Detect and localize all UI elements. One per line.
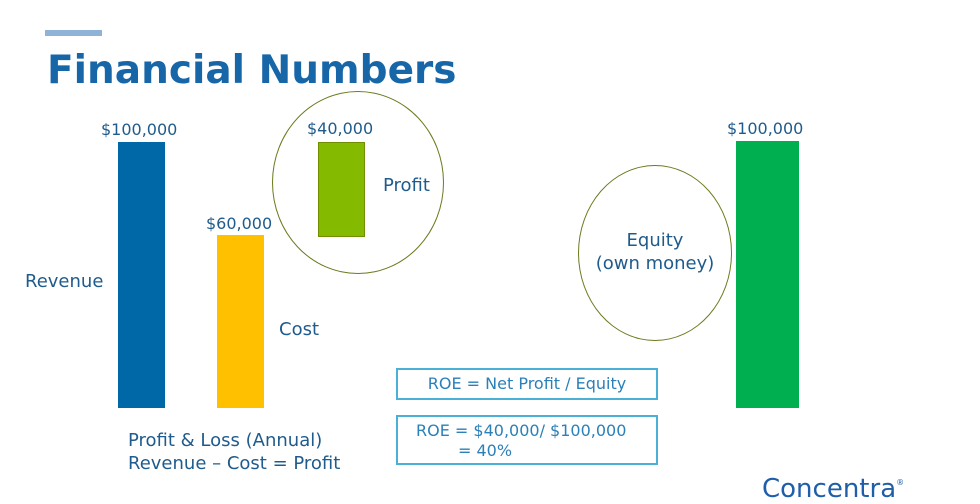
equity-value-label: $100,000 — [727, 119, 804, 138]
profit-highlight-circle — [272, 91, 444, 274]
profit-label: Profit — [383, 175, 430, 196]
equity-highlight-circle — [578, 165, 732, 341]
cost-bar — [217, 235, 264, 408]
pl-caption: Profit & Loss (Annual) Revenue – Cost = … — [128, 429, 340, 475]
roe-calculation-box: ROE = $40,000/ $100,000 = 40% — [396, 415, 658, 465]
roe-calculation-line1: ROE = $40,000/ $100,000 — [416, 421, 627, 440]
roe-formula-box: ROE = Net Profit / Equity — [396, 368, 658, 400]
pl-caption-line1: Profit & Loss (Annual) — [128, 430, 323, 451]
equity-label-line2: (own money) — [595, 253, 715, 274]
roe-calculation-line2: = 40% — [458, 441, 513, 460]
revenue-value-label: $100,000 — [101, 120, 178, 139]
equity-label: Equity (own money) — [578, 229, 732, 275]
revenue-bar — [118, 142, 165, 408]
page-title: Financial Numbers — [47, 48, 457, 93]
registered-mark: ® — [896, 478, 905, 487]
cost-value-label: $60,000 — [206, 214, 273, 233]
revenue-label: Revenue — [25, 271, 104, 292]
concentra-logo: Concentra® — [762, 474, 904, 504]
equity-label-line1: Equity — [626, 230, 684, 251]
title-accent-bar — [45, 30, 102, 36]
logo-text: Concentra — [762, 474, 897, 504]
pl-caption-line2: Revenue – Cost = Profit — [128, 453, 341, 474]
profit-bar — [318, 142, 365, 237]
profit-value-label: $40,000 — [307, 119, 374, 138]
equity-bar — [736, 141, 799, 408]
cost-label: Cost — [279, 319, 320, 340]
